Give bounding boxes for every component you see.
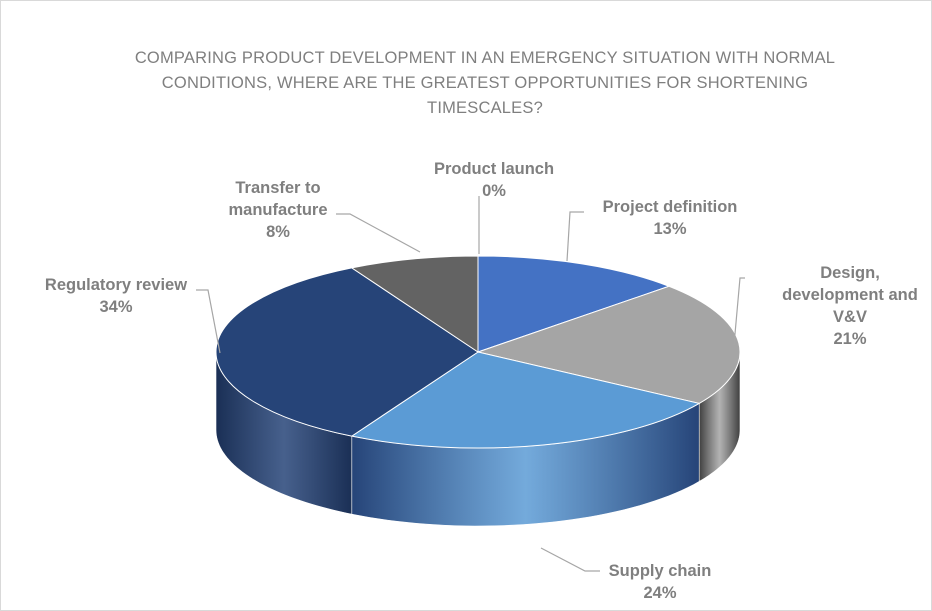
data-label-product-launch: Product launch 0% xyxy=(434,160,554,200)
pie-slice-design-development-and-v-v xyxy=(476,285,741,404)
pie-side-walls xyxy=(215,351,741,527)
chart-title-line: TIMESCALES? xyxy=(427,99,543,117)
leader-line-supply-chain xyxy=(540,547,600,572)
data-label-project-definition: Project definition 13% xyxy=(603,198,738,238)
data-label-regulatory-review: Regulatory review 34% xyxy=(45,276,187,316)
leader-line-transfer-to-manufacture xyxy=(336,213,421,253)
pie-slice-regulatory-review xyxy=(215,267,479,437)
chart-title: COMPARING PRODUCT DEVELOPMENT IN AN EMER… xyxy=(100,46,870,121)
data-label-transfer-to-manufacture: Transfer to manufacture 8% xyxy=(228,179,327,241)
leader-line-regulatory-review xyxy=(196,289,221,354)
chart-title-line: COMPARING PRODUCT DEVELOPMENT IN AN EMER… xyxy=(134,49,836,67)
chart-title-line: CONDITIONS, WHERE ARE THE GREATEST OPPOR… xyxy=(161,74,809,92)
leader-line-design-development-and-v-v xyxy=(733,277,745,346)
pie-slice-project-definition xyxy=(477,255,671,353)
data-label-supply-chain: Supply chain 24% xyxy=(609,562,712,602)
pie-slice-supply-chain xyxy=(350,351,701,449)
pie-slice-transfer-to-manufacture xyxy=(350,255,479,353)
leader-line-project-definition xyxy=(566,211,584,262)
data-label-design-development-and-v-v: Design, development and V&V 21% xyxy=(782,264,918,348)
pie-top xyxy=(215,255,741,449)
data-labels: Product launch 0% Project definition 13% Des… xyxy=(45,160,918,602)
